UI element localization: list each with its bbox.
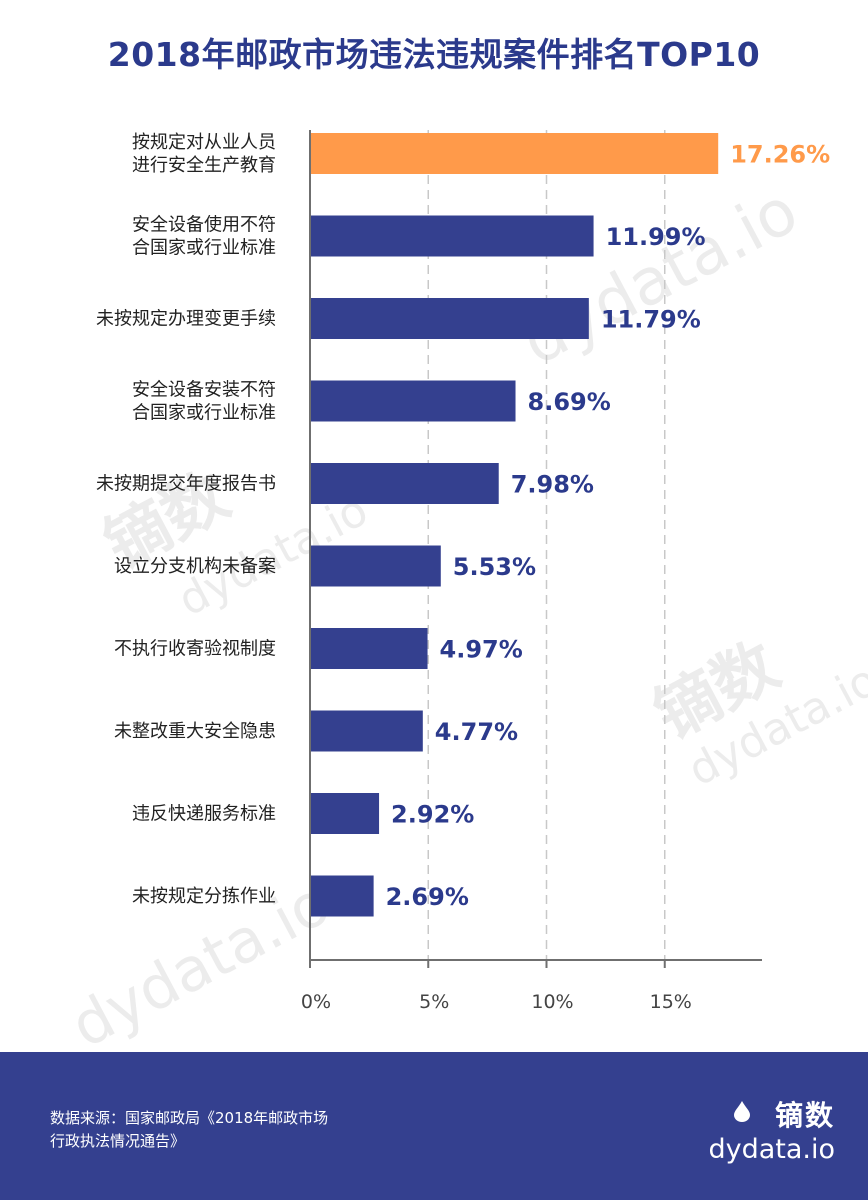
bar <box>310 298 589 339</box>
bar <box>310 545 441 587</box>
bar <box>310 380 516 422</box>
brand-name-en: dydata.io <box>708 1134 835 1165</box>
bar-value-label: 8.69% <box>528 388 611 416</box>
category-label: 安全设备安装不符 <box>132 380 276 401</box>
bar <box>310 133 719 174</box>
bar <box>310 628 428 669</box>
category-label: 进行安全生产教育 <box>132 155 276 176</box>
category-label: 按规定对从业人员 <box>132 132 276 153</box>
brand-drop-icon <box>734 1101 750 1122</box>
x-tick-label: 5% <box>419 991 449 1013</box>
bar-value-label: 17.26% <box>730 141 830 169</box>
bar <box>310 463 499 504</box>
data-source: 数据来源：国家邮政局《2018年邮政市场行政执法情况通告》 <box>50 1109 329 1150</box>
category-label: 不执行收寄验视制度 <box>114 639 276 660</box>
bar <box>310 710 423 752</box>
category-label: 安全设备使用不符 <box>132 215 276 236</box>
x-tick-label: 10% <box>531 991 573 1013</box>
bar-value-label: 2.69% <box>386 883 469 911</box>
footer: 数据来源：国家邮政局《2018年邮政市场行政执法情况通告》 镝数 dydata.… <box>0 1052 868 1200</box>
category-label: 未按期提交年度报告书 <box>96 474 276 495</box>
category-label: 合国家或行业标准 <box>132 238 276 259</box>
bar-value-label: 5.53% <box>453 553 536 581</box>
bar-value-label: 4.97% <box>440 636 523 664</box>
bar <box>310 875 374 917</box>
bar <box>310 215 594 257</box>
category-label: 未整改重大安全隐患 <box>114 721 276 742</box>
category-label: 违反快递服务标准 <box>132 804 276 825</box>
x-tick-label: 0% <box>301 991 331 1013</box>
bar-value-label: 11.79% <box>601 306 701 334</box>
bar-value-label: 11.99% <box>606 223 706 251</box>
bar-value-label: 7.98% <box>511 471 594 499</box>
bar <box>310 793 380 834</box>
bar-value-label: 4.77% <box>435 718 518 746</box>
category-label: 未按规定分拣作业 <box>132 886 276 907</box>
bar-value-label: 2.92% <box>391 801 474 829</box>
chart-title: 2018年邮政市场违法违规案件排名TOP10 <box>107 35 761 74</box>
category-label: 合国家或行业标准 <box>132 403 276 424</box>
category-label: 设立分支机构未备案 <box>114 556 276 577</box>
brand-name-cn: 镝数 <box>774 1099 835 1132</box>
category-label: 未按规定办理变更手续 <box>96 309 276 330</box>
x-tick-label: 15% <box>650 991 692 1013</box>
